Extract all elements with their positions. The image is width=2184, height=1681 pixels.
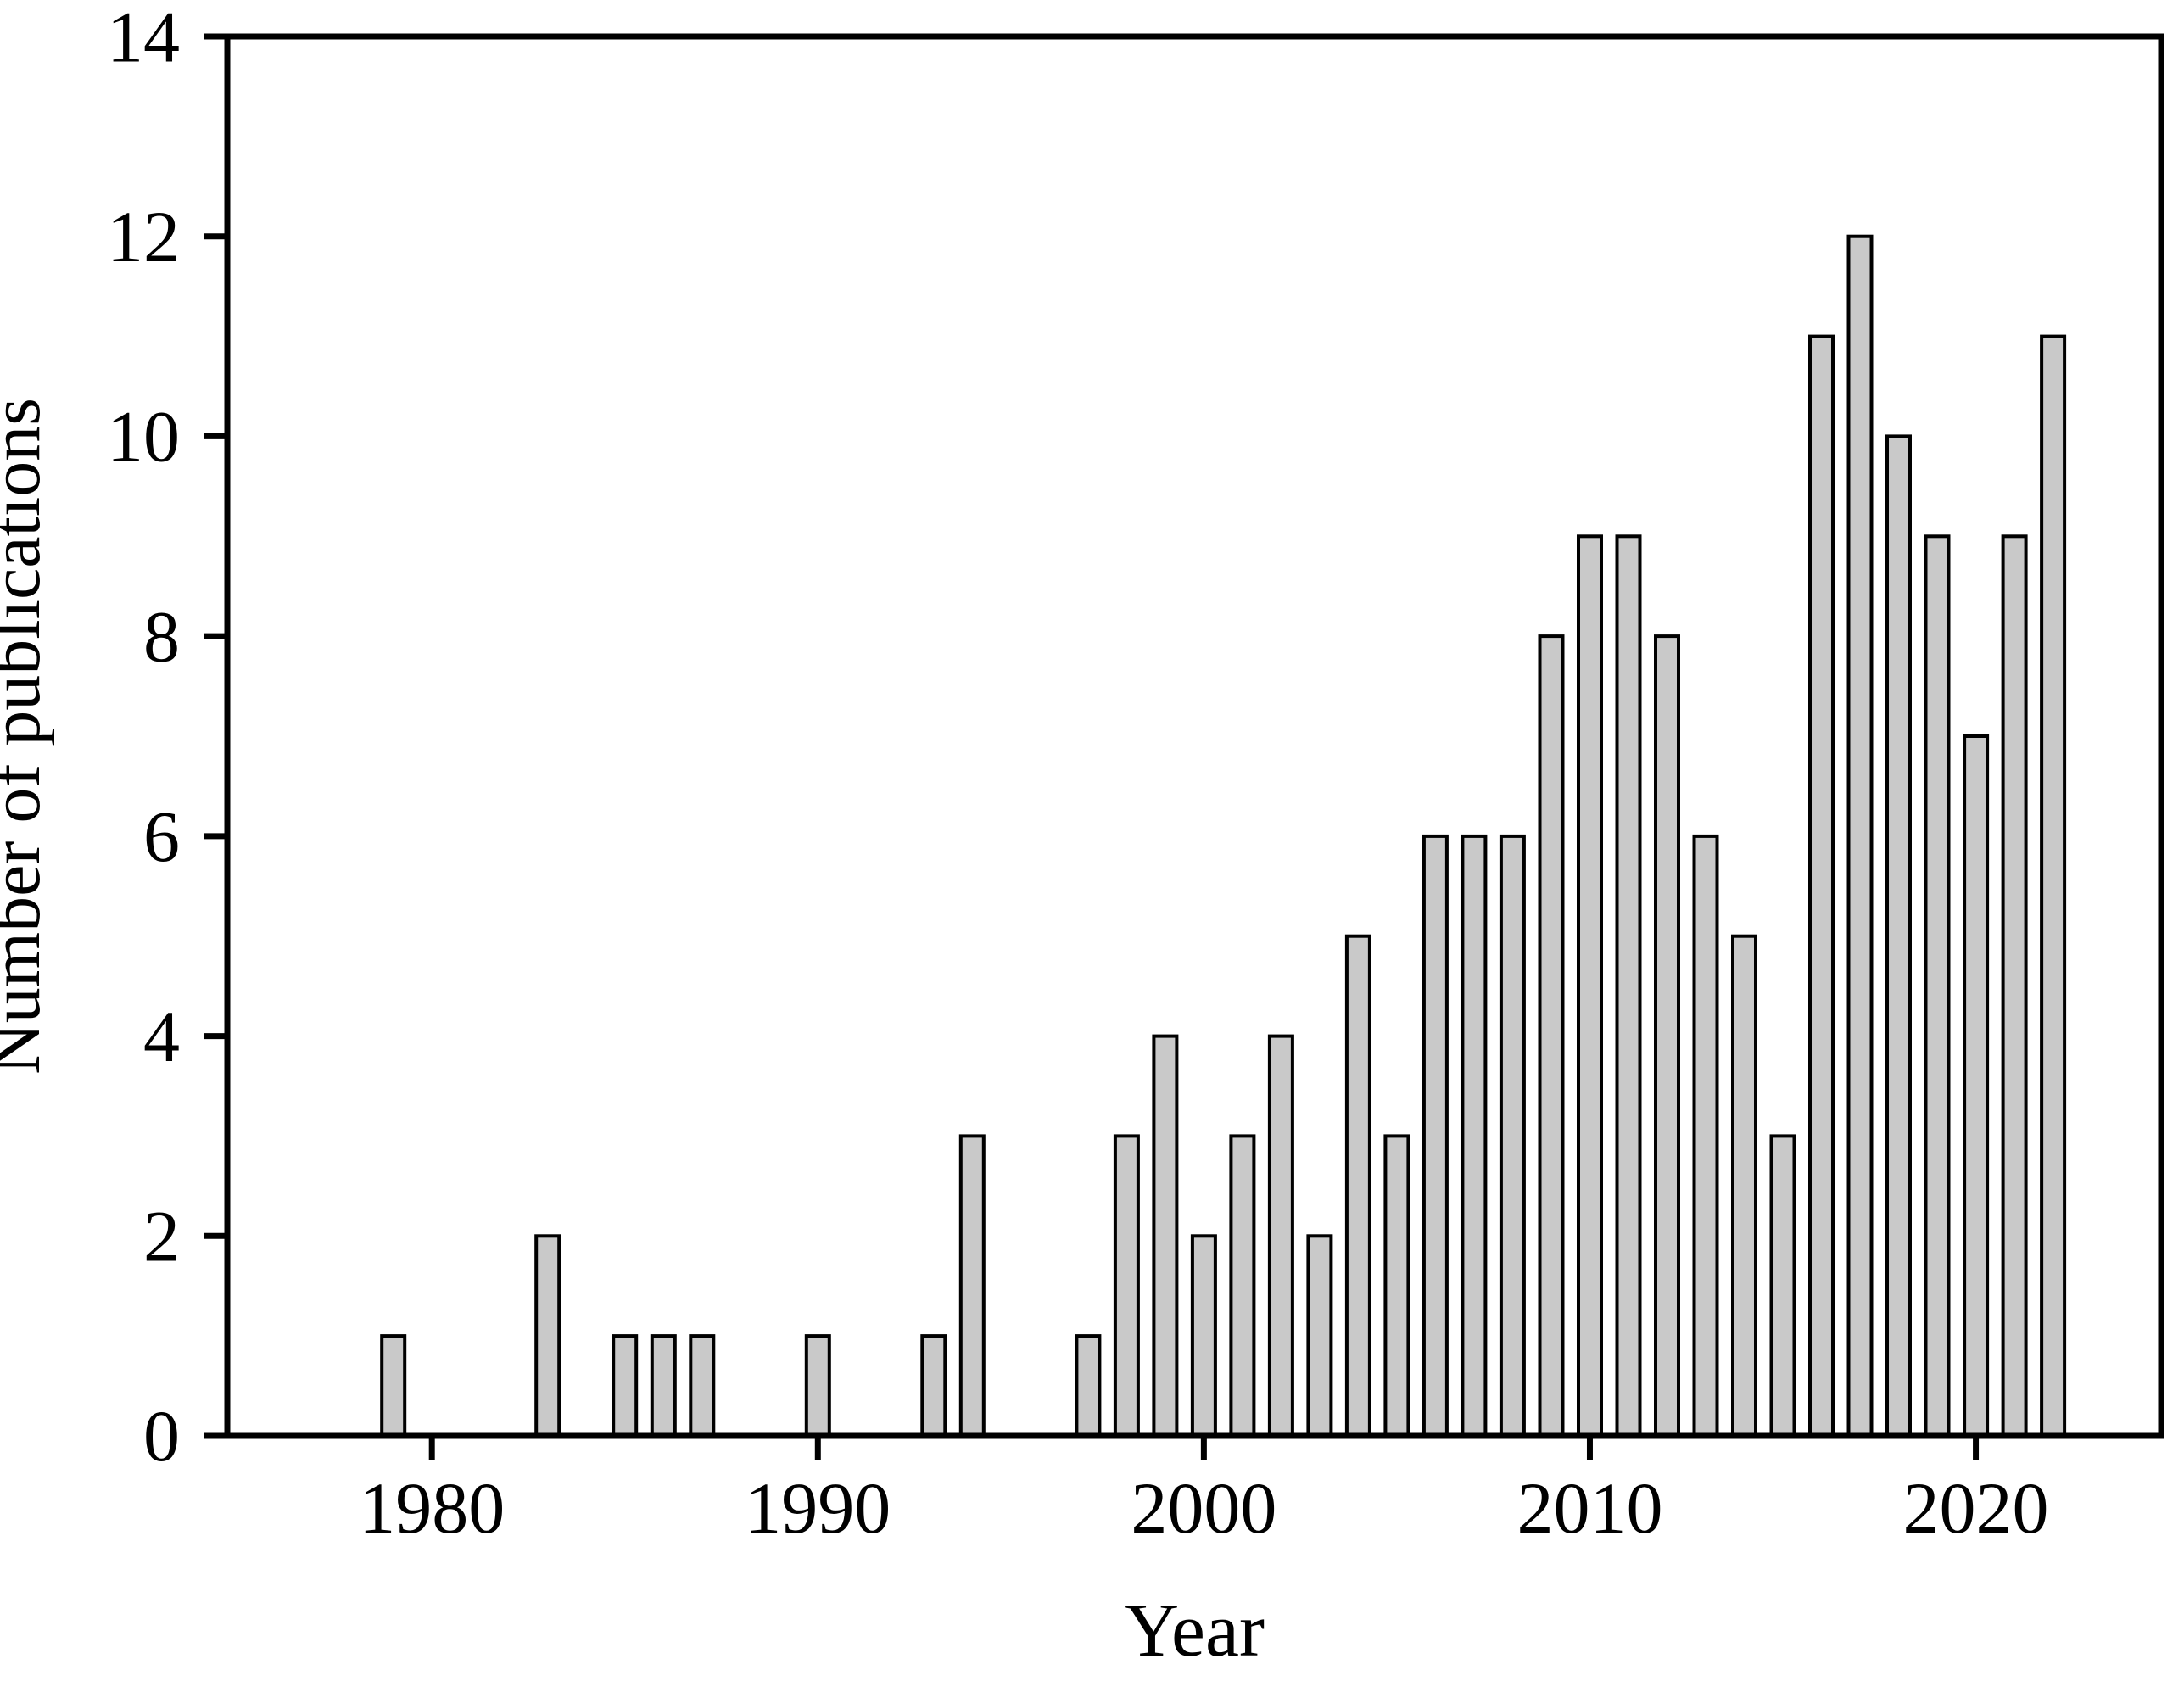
y-tick-label-0: 0 [143,1395,180,1477]
bar-2018 [1885,434,1912,1438]
bar-2014 [1731,934,1757,1438]
x-tick-label-2010: 2010 [1517,1467,1662,1549]
x-tick-label-1990: 1990 [745,1467,891,1549]
bar-1999 [1152,1034,1179,1438]
bar-2003 [1306,1234,1333,1438]
bar-2017 [1846,234,1874,1438]
bar-2002 [1267,1034,1294,1438]
plot-frame [224,33,2164,1439]
bar-2005 [1383,1134,1410,1438]
y-tick-label-10: 10 [107,396,180,477]
ticks-layer: 0 2 4 6 8 10 12 14 1980 1990 2000 2010 2020 [107,0,2049,1549]
bar-2016 [1808,334,1835,1438]
x-tick-label-2020: 2020 [1903,1467,2049,1549]
x-tick-label-2000: 2000 [1131,1467,1276,1549]
bar-2021 [2001,534,2028,1438]
x-tick-label-1980: 1980 [359,1467,505,1549]
bar-2009 [1538,634,1565,1438]
bar-1987 [689,1334,716,1438]
bar-2001 [1229,1134,1256,1438]
bar-2022 [2040,334,2067,1438]
y-tick-label-12: 12 [107,196,180,277]
bar-2019 [1924,534,1951,1438]
bar-2004 [1344,934,1371,1438]
y-axis-title: Number of publications [0,398,55,1075]
bars-layer [380,234,2067,1438]
bar-1986 [650,1334,677,1438]
bar-1983 [534,1234,561,1438]
bar-1990 [804,1334,831,1438]
bar-2012 [1654,634,1680,1438]
bar-2011 [1615,534,1642,1438]
bar-1979 [380,1334,407,1438]
y-tick-label-8: 8 [143,595,180,677]
bar-1998 [1113,1134,1140,1438]
y-tick-label-2: 2 [143,1196,180,1277]
bar-2020 [1963,734,1990,1438]
x-axis-title: Year [1124,1589,1265,1673]
bar-2007 [1461,834,1488,1438]
bar-2013 [1692,834,1719,1438]
bar-2006 [1422,834,1449,1438]
bar-1994 [958,1134,986,1438]
bar-2015 [1769,1134,1796,1438]
bar-1985 [612,1334,639,1438]
bar-2010 [1577,534,1603,1438]
y-tick-label-4: 4 [143,996,180,1077]
bar-2000 [1190,1234,1217,1438]
bar-1997 [1075,1334,1102,1438]
bar-1993 [920,1334,947,1438]
bar-2008 [1499,834,1526,1438]
y-tick-label-14: 14 [107,0,180,77]
y-tick-label-6: 6 [143,796,180,877]
